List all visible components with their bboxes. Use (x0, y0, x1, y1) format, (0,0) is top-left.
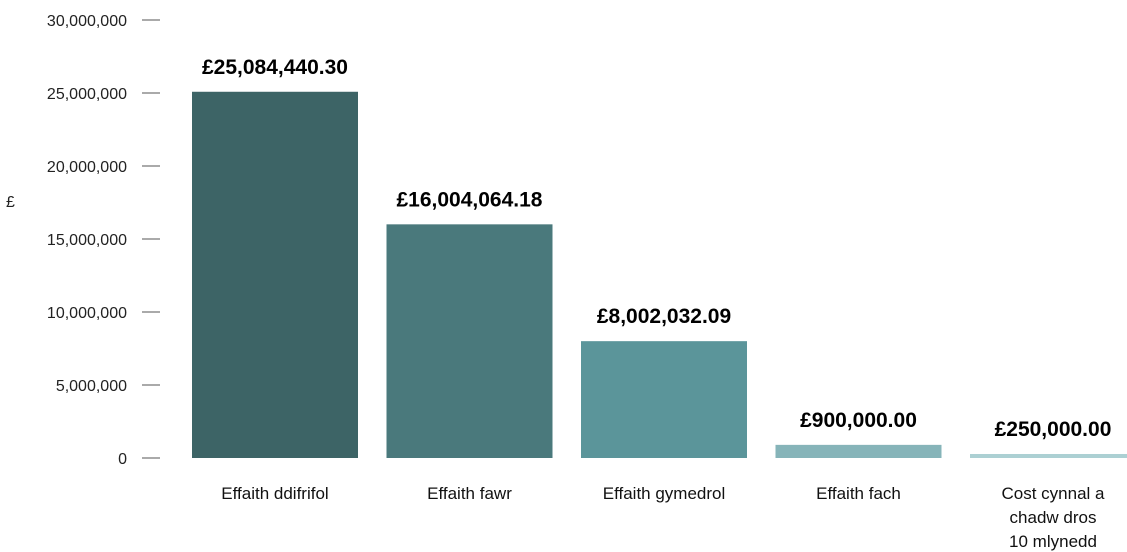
bar (581, 341, 747, 458)
x-axis: Effaith ddifrifol Effaith fawr Effaith gym… (221, 484, 1105, 551)
y-tick-label: 25,000,000 (47, 86, 127, 103)
y-axis-label: £ (6, 194, 15, 211)
x-tick-label-line: Effaith ddifrifol (221, 484, 328, 503)
x-tick-label-line: Effaith fawr (427, 484, 512, 503)
y-tick-label: 5,000,000 (56, 378, 127, 395)
bars (192, 91, 1127, 458)
x-tick-label: Effaith ddifrifol (221, 484, 328, 503)
bar (775, 444, 942, 458)
bar (970, 454, 1127, 458)
x-tick-label-line: 10 mlynedd (1009, 532, 1097, 551)
data-label: £16,004,064.18 (397, 188, 543, 211)
x-tick-label-line: Effaith gymedrol (603, 484, 726, 503)
y-tick-label: 10,000,000 (47, 305, 127, 322)
data-label: £900,000.00 (800, 409, 917, 432)
data-label: £25,084,440.30 (202, 56, 348, 79)
bar (386, 224, 553, 458)
y-tick-label: 20,000,000 (47, 159, 127, 176)
x-tick-label: Effaith gymedrol (603, 484, 726, 503)
x-tick-label: Effaith fach (816, 484, 901, 503)
data-label: £8,002,032.09 (597, 305, 731, 328)
y-axis: 0 5,000,000 10,000,000 15,000,000 20,000,000… (47, 13, 160, 468)
x-tick-label-line: Effaith fach (816, 484, 901, 503)
y-tick-label: 15,000,000 (47, 232, 127, 249)
bar (192, 91, 358, 458)
x-tick-label-line: Cost cynnal a (1002, 484, 1106, 503)
x-tick-label: Effaith fawr (427, 484, 512, 503)
data-labels: £25,084,440.30 £16,004,064.18 £8,002,032.0… (202, 56, 1111, 441)
y-tick-label: 0 (118, 451, 127, 468)
x-tick-label-line: chadw dros (1010, 508, 1097, 527)
y-tick-label: 30,000,000 (47, 13, 127, 30)
x-tick-label: Cost cynnal a chadw dros 10 mlynedd (1002, 484, 1106, 551)
data-label: £250,000.00 (995, 418, 1112, 441)
